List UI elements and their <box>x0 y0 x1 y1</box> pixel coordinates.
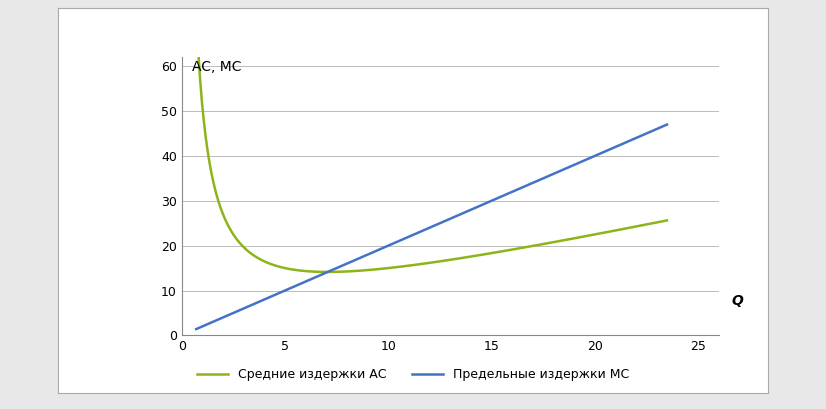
Предельные издержки МС <box>577 159 587 164</box>
Предельные издержки МС <box>415 229 425 234</box>
Средние издержки АС <box>192 9 202 14</box>
Предельные издержки МС <box>192 327 202 332</box>
Legend: Средние издержки АС, Предельные издержки МС: Средние издержки АС, Предельные издержки… <box>192 363 634 387</box>
Text: AC, MC: AC, MC <box>192 59 241 74</box>
Средние издержки АС <box>662 218 672 223</box>
Предельные издержки МС <box>472 205 482 210</box>
Предельные издержки МС <box>446 216 456 221</box>
Line: Средние издержки АС: Средние издержки АС <box>197 12 667 272</box>
Средние издержки АС <box>578 234 588 239</box>
Предельные издержки МС <box>418 228 428 233</box>
Средние издержки АС <box>447 257 457 262</box>
Предельные издержки МС <box>662 122 672 127</box>
Средние издержки АС <box>652 220 662 225</box>
Предельные издержки МС <box>651 127 661 132</box>
Text: Q: Q <box>731 294 743 308</box>
Line: Предельные издержки МС: Предельные издержки МС <box>197 125 667 329</box>
Средние издержки АС <box>415 262 425 267</box>
Средние издержки АС <box>472 253 482 258</box>
Средние издержки АС <box>322 270 332 274</box>
Средние издержки АС <box>419 261 429 266</box>
